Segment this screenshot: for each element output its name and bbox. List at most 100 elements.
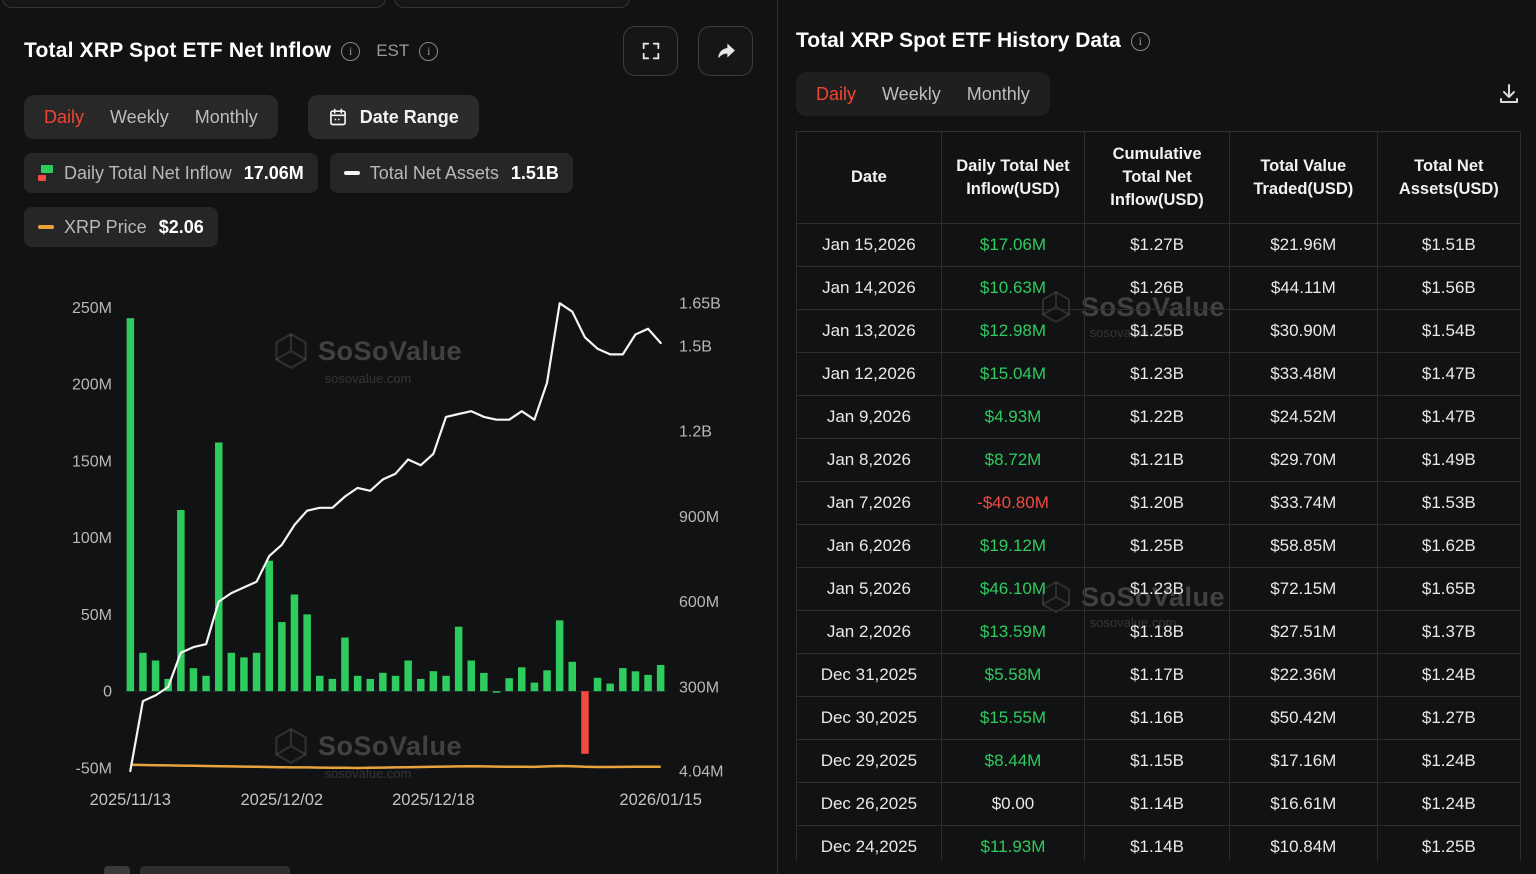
cell-net-assets: $1.62B [1376, 524, 1521, 569]
cell-cumulative-inflow: $1.26B [1084, 266, 1230, 311]
top-cropped-ui [0, 0, 777, 9]
cell-value-traded: $33.48M [1228, 352, 1378, 397]
cell-daily-inflow: $10.63M [940, 266, 1086, 311]
column-header-3: Total Value Traded(USD) [1228, 131, 1378, 225]
cell-cumulative-inflow: $1.25B [1084, 524, 1230, 569]
table-row[interactable]: Jan 5,2026 $46.10M $1.23B $72.15M $1.65B [796, 567, 1521, 612]
info-icon[interactable] [341, 41, 361, 61]
cell-daily-inflow: $8.44M [940, 739, 1086, 784]
assets-line-icon [343, 171, 360, 175]
date-range-label: Date Range [359, 106, 459, 127]
cell-date: Jan 7,2026 [796, 481, 942, 526]
svg-text:250M: 250M [72, 300, 112, 317]
cell-value-traded: $30.90M [1228, 309, 1378, 354]
table-row[interactable]: Dec 30,2025 $15.55M $1.16B $50.42M $1.27B [796, 696, 1521, 741]
cell-date: Dec 30,2025 [796, 696, 942, 741]
column-header-4: Total Net Assets(USD) [1376, 131, 1521, 225]
cell-cumulative-inflow: $1.14B [1084, 825, 1230, 861]
table-row[interactable]: Jan 6,2026 $19.12M $1.25B $58.85M $1.62B [796, 524, 1521, 569]
legend-value: $2.06 [158, 216, 204, 237]
cell-cumulative-inflow: $1.16B [1084, 696, 1230, 741]
legend-xrp-price[interactable]: XRP Price $2.06 [24, 207, 218, 247]
inflow-bars-icon [38, 165, 54, 181]
table-row[interactable]: Jan 9,2026 $4.93M $1.22B $24.52M $1.47B [796, 395, 1521, 440]
legend-total-net-assets[interactable]: Total Net Assets 1.51B [329, 153, 573, 193]
svg-text:1.2B: 1.2B [679, 424, 712, 441]
cell-daily-inflow: $46.10M [940, 567, 1086, 612]
info-icon[interactable] [1130, 31, 1150, 51]
table-row[interactable]: Jan 12,2026 $15.04M $1.23B $33.48M $1.47B [796, 352, 1521, 397]
tab-daily[interactable]: Daily [816, 83, 857, 104]
tab-weekly[interactable]: Weekly [110, 106, 169, 127]
info-icon[interactable] [419, 41, 439, 61]
table-row[interactable]: Dec 31,2025 $5.58M $1.17B $22.36M $1.24B [796, 653, 1521, 698]
cell-date: Jan 8,2026 [796, 438, 942, 483]
cell-value-traded: $72.15M [1228, 567, 1378, 612]
history-table-body: Jan 15,2026 $17.06M $1.27B $21.96M $1.51B Jan… [796, 223, 1521, 861]
cell-cumulative-inflow: $1.17B [1084, 653, 1230, 698]
cell-value-traded: $21.96M [1228, 223, 1378, 268]
table-row[interactable]: Jan 14,2026 $10.63M $1.26B $44.11M $1.56B [796, 266, 1521, 311]
history-table-wrap[interactable]: SoSoValue sosovalue.com SoSoValue sosova… [796, 131, 1521, 861]
cell-cumulative-inflow: $1.25B [1084, 309, 1230, 354]
table-row[interactable]: Dec 29,2025 $8.44M $1.15B $17.16M $1.24B [796, 739, 1521, 784]
table-row[interactable]: Jan 15,2026 $17.06M $1.27B $21.96M $1.51B [796, 223, 1521, 268]
table-row[interactable]: Jan 7,2026 -$40.80M $1.20B $33.74M $1.53B [796, 481, 1521, 526]
tab-daily[interactable]: Daily [44, 106, 85, 127]
share-button[interactable] [698, 26, 753, 76]
cell-net-assets: $1.54B [1376, 309, 1521, 354]
cell-value-traded: $50.42M [1228, 696, 1378, 741]
svg-text:0: 0 [103, 684, 112, 701]
table-title: Total XRP Spot ETF History Data [796, 29, 1121, 52]
cell-net-assets: $1.47B [1376, 352, 1521, 397]
fullscreen-button[interactable] [623, 26, 678, 76]
fullscreen-icon [642, 42, 659, 60]
tab-weekly[interactable]: Weekly [882, 83, 941, 104]
cell-net-assets: $1.56B [1376, 266, 1521, 311]
tab-monthly[interactable]: Monthly [194, 106, 258, 127]
cell-cumulative-inflow: $1.21B [1084, 438, 1230, 483]
cell-value-traded: $58.85M [1228, 524, 1378, 569]
chart-canvas[interactable]: 250M 200M 150M 100M 50M 0 -50M 1.65B 1.5B 1.2B 900… [24, 273, 753, 821]
cell-net-assets: $1.53B [1376, 481, 1521, 526]
table-row[interactable]: Jan 8,2026 $8.72M $1.21B $29.70M $1.49B [796, 438, 1521, 483]
date-range-button[interactable]: Date Range [307, 95, 479, 139]
cell-net-assets: $1.37B [1376, 610, 1521, 655]
tab-monthly[interactable]: Monthly [966, 83, 1030, 104]
cell-value-traded: $24.52M [1228, 395, 1378, 440]
table-row[interactable]: Jan 2,2026 $13.59M $1.18B $27.51M $1.37B [796, 610, 1521, 655]
svg-text:50M: 50M [81, 607, 112, 624]
history-data-panel: Total XRP Spot ETF History Data Daily Wee… [778, 9, 1536, 874]
net-inflow-chart[interactable]: SoSoValue sosovalue.com SoSoValue sosova… [24, 273, 753, 826]
table-row[interactable]: Dec 24,2025 $11.93M $1.14B $10.84M $1.25B [796, 825, 1521, 861]
cell-date: Jan 5,2026 [796, 567, 942, 612]
legend-label: Total Net Assets [369, 162, 499, 183]
cell-date: Jan 2,2026 [796, 610, 942, 655]
cell-date: Jan 12,2026 [796, 352, 942, 397]
cell-daily-inflow: $4.93M [940, 395, 1086, 440]
cell-date: Dec 26,2025 [796, 782, 942, 827]
download-icon [1500, 84, 1518, 103]
legend-value: 17.06M [243, 162, 304, 183]
svg-text:2026/01/15: 2026/01/15 [619, 791, 702, 809]
calendar-icon [329, 108, 346, 126]
cell-daily-inflow: $19.12M [940, 524, 1086, 569]
download-button[interactable] [1497, 82, 1521, 106]
cell-value-traded: $10.84M [1228, 825, 1378, 861]
cell-value-traded: $44.11M [1228, 266, 1378, 311]
column-header-1: Daily Total Net Inflow(USD) [940, 131, 1086, 225]
table-row[interactable]: Dec 26,2025 $0.00 $1.14B $16.61M $1.24B [796, 782, 1521, 827]
svg-text:2025/11/13: 2025/11/13 [90, 791, 171, 809]
svg-text:600M: 600M [679, 594, 719, 611]
cell-net-assets: $1.24B [1376, 739, 1521, 784]
table-row[interactable]: Jan 13,2026 $12.98M $1.25B $30.90M $1.54B [796, 309, 1521, 354]
svg-text:4.04M: 4.04M [679, 764, 723, 781]
timezone-label: EST [376, 41, 410, 60]
legend-value: 1.51B [510, 162, 559, 183]
cell-value-traded: $29.70M [1228, 438, 1378, 483]
cell-net-assets: $1.51B [1376, 223, 1521, 268]
legend-daily-net-inflow[interactable]: Daily Total Net Inflow 17.06M [24, 153, 318, 193]
cell-cumulative-inflow: $1.27B [1084, 223, 1230, 268]
cell-cumulative-inflow: $1.15B [1084, 739, 1230, 784]
cell-net-assets: $1.27B [1376, 696, 1521, 741]
